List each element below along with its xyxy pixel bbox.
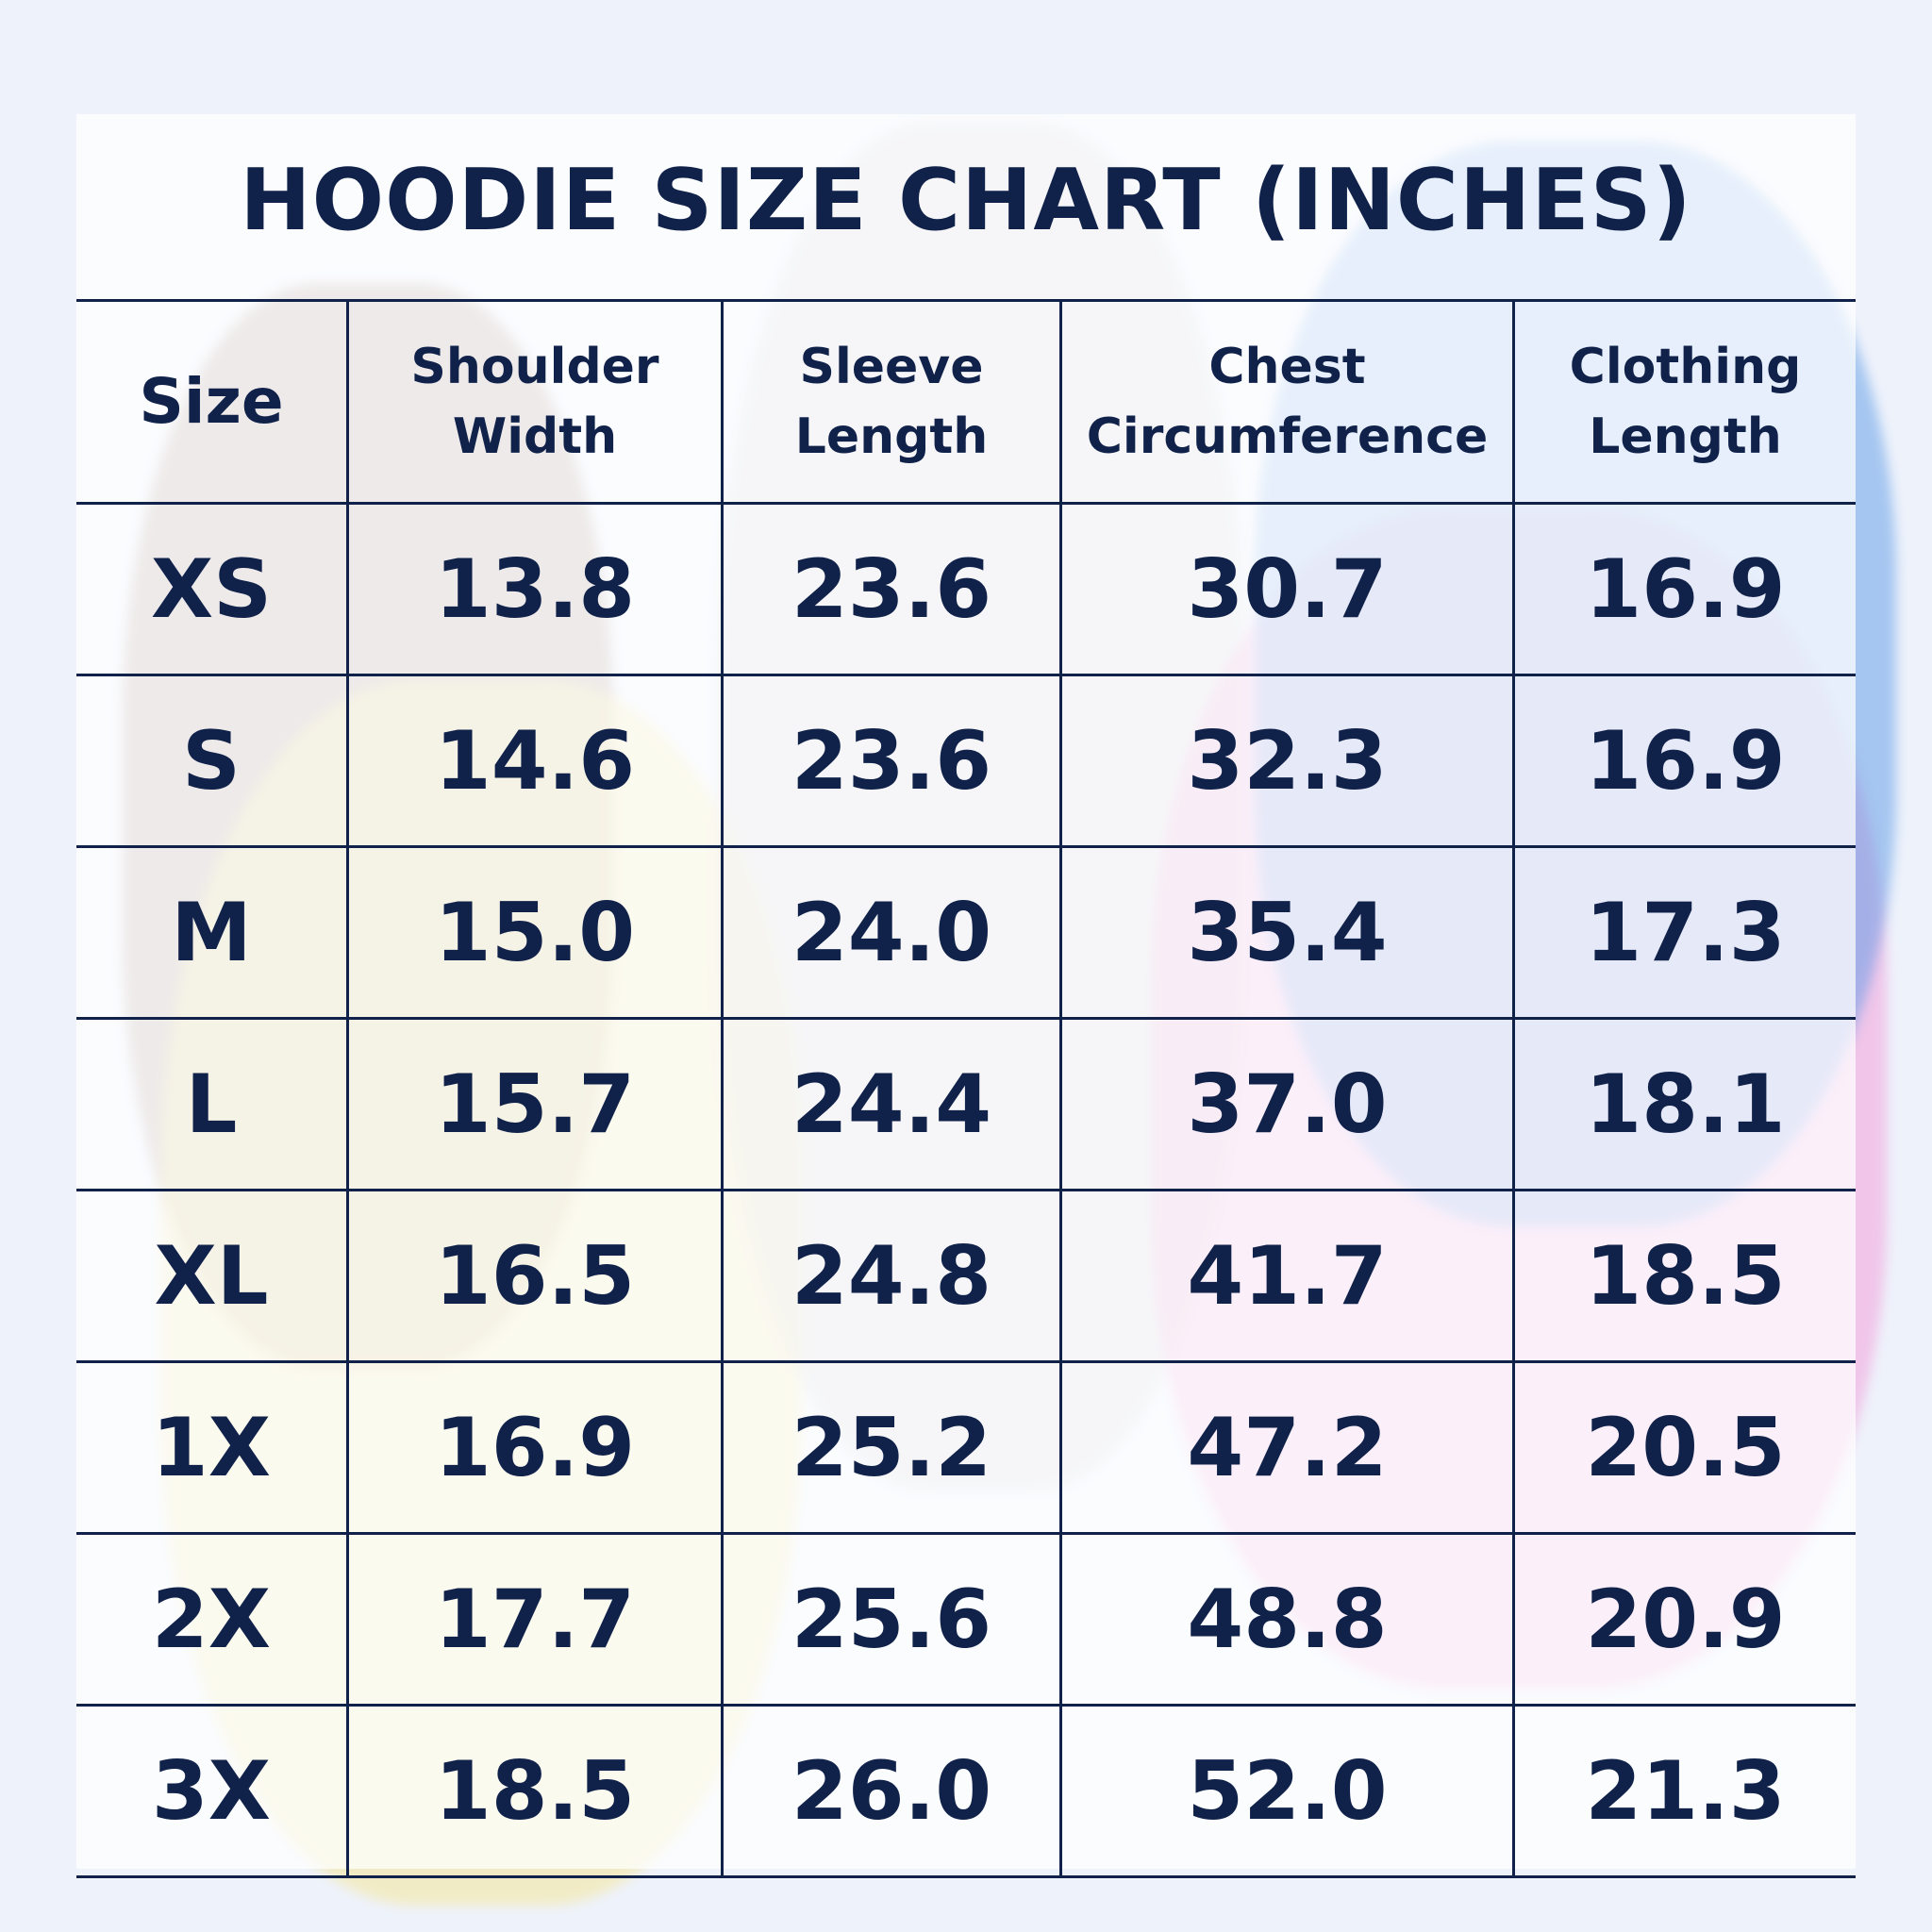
value-cell: 15.7 xyxy=(346,1020,721,1191)
value-cell: 18.5 xyxy=(1512,1191,1856,1363)
value-cell: 18.1 xyxy=(1512,1020,1856,1191)
value-cell: 17.7 xyxy=(346,1535,721,1707)
value-cell: 16.9 xyxy=(346,1363,721,1535)
value-cell: 23.6 xyxy=(721,676,1059,848)
size-cell: 2X xyxy=(76,1535,346,1707)
value-cell: 16.5 xyxy=(346,1191,721,1363)
value-cell: 18.5 xyxy=(346,1707,721,1878)
value-cell: 26.0 xyxy=(721,1707,1059,1878)
value-cell: 30.7 xyxy=(1059,505,1512,676)
size-cell: L xyxy=(76,1020,346,1191)
value-cell: 13.8 xyxy=(346,505,721,676)
size-cell: M xyxy=(76,848,346,1020)
size-cell: XL xyxy=(76,1191,346,1363)
size-cell: 3X xyxy=(76,1707,346,1878)
value-cell: 20.9 xyxy=(1512,1535,1856,1707)
value-cell: 52.0 xyxy=(1059,1707,1512,1878)
value-cell: 24.0 xyxy=(721,848,1059,1020)
value-cell: 24.8 xyxy=(721,1191,1059,1363)
value-cell: 37.0 xyxy=(1059,1020,1512,1191)
header-cell: Chest Circumference xyxy=(1059,302,1512,505)
value-cell: 25.2 xyxy=(721,1363,1059,1535)
value-cell: 16.9 xyxy=(1512,676,1856,848)
header-text: Clothing xyxy=(1569,339,1802,395)
value-cell: 41.7 xyxy=(1059,1191,1512,1363)
value-cell: 32.3 xyxy=(1059,676,1512,848)
value-cell: 25.6 xyxy=(721,1535,1059,1707)
value-cell: 48.8 xyxy=(1059,1535,1512,1707)
header-text: Width xyxy=(452,408,618,465)
size-cell: 1X xyxy=(76,1363,346,1535)
header-cell: Size xyxy=(76,302,346,505)
header-text: Sleeve xyxy=(799,339,984,395)
header-cell: Shoulder Width xyxy=(346,302,721,505)
size-table: Size Shoulder Width Sleeve Length Chest Circum… xyxy=(76,299,1856,1878)
value-cell: 20.5 xyxy=(1512,1363,1856,1535)
header-text: Circumference xyxy=(1086,408,1489,465)
value-cell: 15.0 xyxy=(346,848,721,1020)
header-text: Chest xyxy=(1208,339,1366,395)
value-cell: 23.6 xyxy=(721,505,1059,676)
size-cell: S xyxy=(76,676,346,848)
header-text: Length xyxy=(1589,408,1782,465)
header-cell: Sleeve Length xyxy=(721,302,1059,505)
value-cell: 35.4 xyxy=(1059,848,1512,1020)
header-cell: Clothing Length xyxy=(1512,302,1856,505)
title: HOODIE SIZE CHART (INCHES) xyxy=(240,151,1692,250)
table-panel xyxy=(76,114,1856,1869)
value-cell: 47.2 xyxy=(1059,1363,1512,1535)
size-cell: XS xyxy=(76,505,346,676)
value-cell: 21.3 xyxy=(1512,1707,1856,1878)
value-cell: 16.9 xyxy=(1512,505,1856,676)
value-cell: 17.3 xyxy=(1512,848,1856,1020)
header-text: Length xyxy=(794,408,989,465)
header-text: Shoulder xyxy=(410,339,659,395)
header-text: Size xyxy=(139,365,284,438)
value-cell: 14.6 xyxy=(346,676,721,848)
value-cell: 24.4 xyxy=(721,1020,1059,1191)
